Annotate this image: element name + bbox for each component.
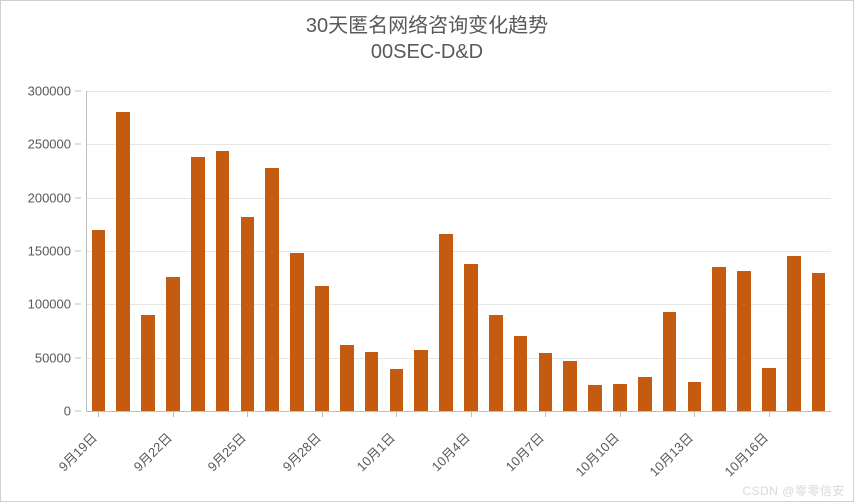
bar — [116, 112, 130, 411]
chart-title-main: 30天匿名网络咨询变化趋势 — [1, 13, 853, 39]
x-tick-mark — [396, 411, 397, 417]
bar — [762, 368, 776, 411]
x-tick-mark — [471, 411, 472, 417]
x-axis-labels: 9月19日9月22日9月25日9月28日10月1日10月4日10月7日10月10… — [86, 419, 831, 489]
x-tick-label: 9月19日 — [54, 428, 101, 475]
x-tick-mark — [98, 411, 99, 417]
x-tick-mark — [322, 411, 323, 417]
x-tick-mark — [247, 411, 248, 417]
y-tick-mark — [75, 197, 81, 198]
y-tick-mark — [75, 411, 81, 412]
bar — [688, 382, 702, 411]
bar — [663, 312, 677, 411]
x-tick-mark — [694, 411, 695, 417]
bar — [737, 271, 751, 411]
y-tick-label: 300000 — [1, 84, 71, 99]
chart-title-block: 30天匿名网络咨询变化趋势 00SEC-D&D — [1, 1, 853, 65]
bar — [241, 217, 255, 411]
bar — [439, 234, 453, 411]
plot-region — [86, 91, 831, 411]
x-tick-mark — [173, 411, 174, 417]
x-tick-label: 10月1日 — [352, 428, 399, 475]
y-tick-label: 50000 — [1, 350, 71, 365]
bar — [390, 369, 404, 411]
bar — [464, 264, 478, 411]
bar — [141, 315, 155, 411]
bar — [265, 168, 279, 411]
x-tick-mark — [769, 411, 770, 417]
chart-title-sub: 00SEC-D&D — [1, 39, 853, 65]
x-tick-label: 9月28日 — [277, 428, 324, 475]
bar — [638, 377, 652, 411]
bar — [712, 267, 726, 411]
bar — [812, 273, 826, 411]
x-tick-label: 10月10日 — [570, 428, 622, 480]
bar — [489, 315, 503, 411]
bar — [290, 253, 304, 411]
y-tick-label: 100000 — [1, 297, 71, 312]
bar — [588, 385, 602, 411]
y-axis: 050000100000150000200000250000300000 — [1, 91, 81, 411]
bar — [315, 286, 329, 411]
bar-chart-container: 30天匿名网络咨询变化趋势 00SEC-D&D 0 50000 100000 1500… — [0, 0, 854, 502]
y-tick-mark — [75, 144, 81, 145]
bar — [563, 361, 577, 411]
y-tick-label: 0 — [1, 404, 71, 419]
bar — [340, 345, 354, 411]
y-tick-mark — [75, 304, 81, 305]
y-tick-mark — [75, 357, 81, 358]
watermark-text: CSDN @零零信安 — [742, 482, 845, 499]
y-tick-mark — [75, 91, 81, 92]
x-tick-label: 10月13日 — [645, 428, 697, 480]
x-tick-label: 10月16日 — [719, 428, 771, 480]
y-tick-label: 150000 — [1, 244, 71, 259]
y-tick-mark — [75, 251, 81, 252]
bar — [787, 256, 801, 411]
bar — [166, 277, 180, 411]
x-tick-label: 9月25日 — [203, 428, 250, 475]
x-axis-line — [86, 411, 831, 412]
y-tick-label: 250000 — [1, 137, 71, 152]
bar — [191, 157, 205, 411]
bar — [92, 230, 106, 411]
x-tick-label: 10月4日 — [426, 428, 473, 475]
bar — [365, 352, 379, 411]
x-tick-mark — [545, 411, 546, 417]
bar — [216, 151, 230, 411]
bar — [539, 353, 553, 411]
bar — [514, 336, 528, 411]
x-tick-mark — [620, 411, 621, 417]
x-tick-label: 10月7日 — [501, 428, 548, 475]
bar — [613, 384, 627, 411]
y-tick-label: 200000 — [1, 190, 71, 205]
bar — [414, 350, 428, 411]
x-tick-label: 9月22日 — [128, 428, 175, 475]
